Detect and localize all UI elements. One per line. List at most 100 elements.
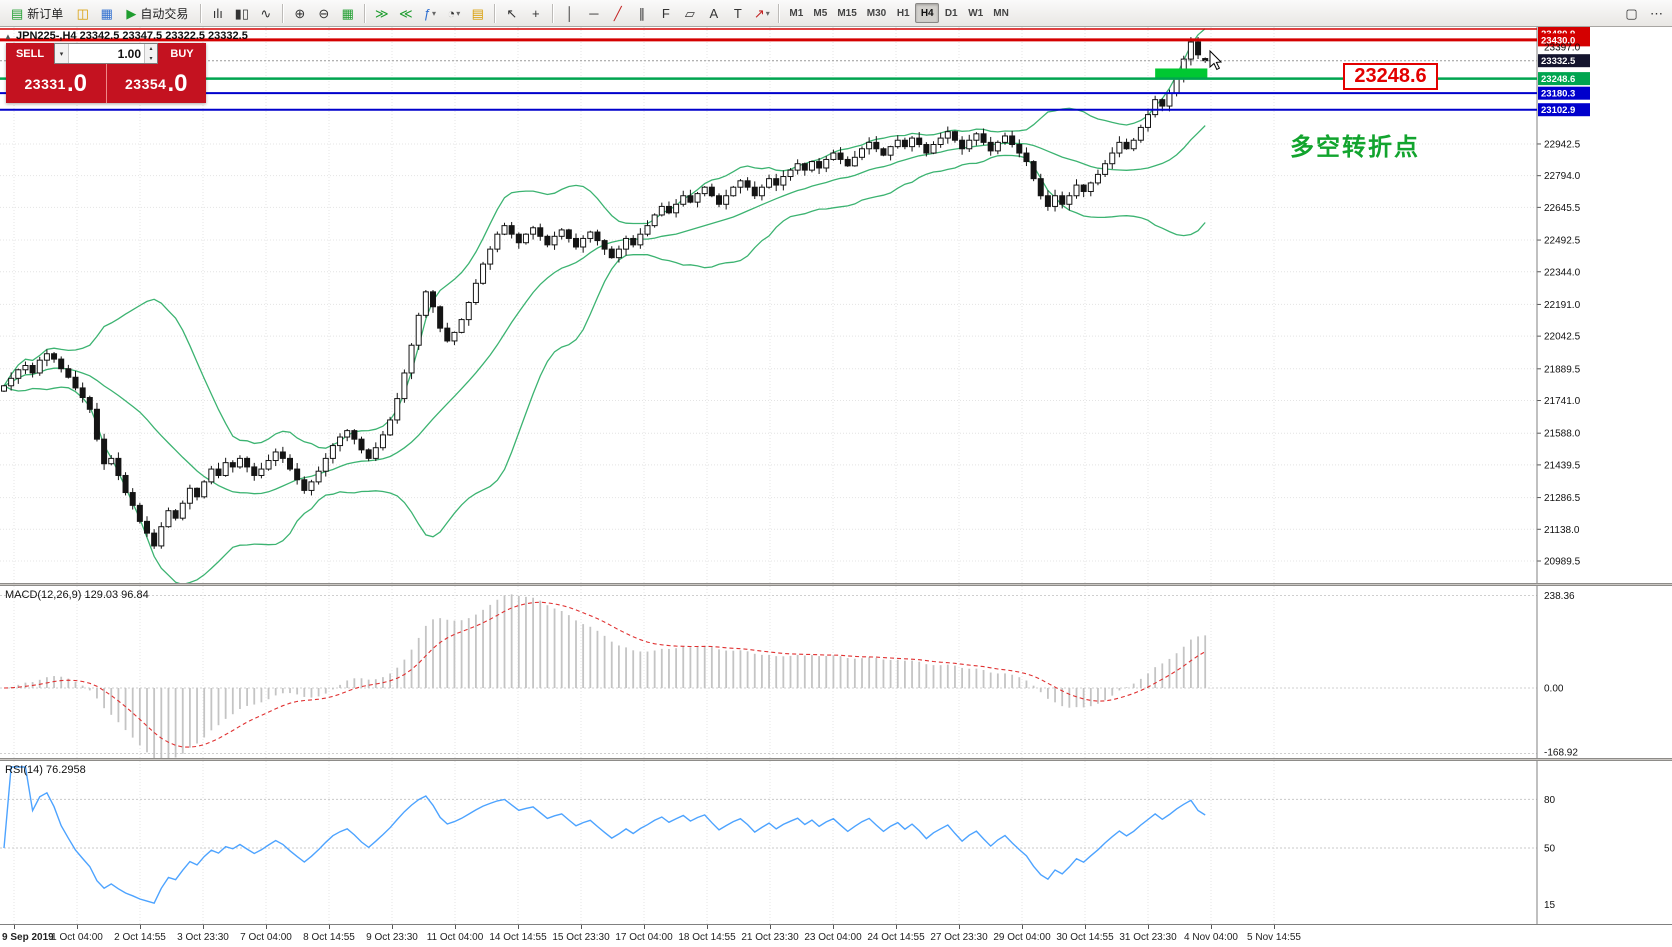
new-order-label: 新订单 bbox=[27, 6, 64, 21]
svg-text:23397.0: 23397.0 bbox=[1544, 42, 1581, 53]
timeframe-group: M1 M5 M15 M30 H1 H4 D1 W1 MN bbox=[784, 3, 1013, 24]
time-tick bbox=[77, 925, 78, 929]
chart-windows-icon: ◫ bbox=[76, 5, 89, 21]
vertical-line-tool-button[interactable]: │ bbox=[558, 2, 581, 24]
macd-pane[interactable]: 238.36 0.00 -168.92 bbox=[0, 586, 1672, 758]
rsi-indicator-label: RSI(14) 76.2958 bbox=[5, 764, 86, 776]
chart-window[interactable]: 22942.5 22794.0 22645.5 22492.5 22344.0 22191… bbox=[0, 27, 1672, 947]
pane-separator[interactable] bbox=[0, 583, 1672, 586]
chart-shift-button[interactable]: ≪ bbox=[394, 2, 417, 24]
svg-text:23332.5: 23332.5 bbox=[1541, 56, 1576, 67]
time-tick bbox=[1274, 925, 1275, 929]
crosshair-icon: + bbox=[532, 5, 540, 21]
trendline-tool-button[interactable]: ╱ bbox=[606, 2, 629, 24]
text-tool-button[interactable]: A bbox=[702, 2, 725, 24]
horizontal-line-tool-button[interactable]: ─ bbox=[582, 2, 605, 24]
zoom-in-button[interactable]: ⊕ bbox=[288, 2, 311, 24]
time-tick bbox=[518, 925, 519, 929]
crosshair-tool-button[interactable]: + bbox=[524, 2, 547, 24]
templates-button[interactable]: ▤ bbox=[466, 2, 489, 24]
time-tick bbox=[644, 925, 645, 929]
line-chart-button[interactable]: ∿ bbox=[254, 2, 277, 24]
time-tick bbox=[959, 925, 960, 929]
time-label: 3 Oct 23:30 bbox=[177, 932, 229, 943]
toolbar-separator bbox=[552, 3, 554, 23]
timeframe-button-d1[interactable]: D1 bbox=[939, 3, 963, 23]
svg-text:23430.0: 23430.0 bbox=[1541, 35, 1575, 46]
svg-text:21588.0: 21588.0 bbox=[1544, 429, 1581, 440]
timeframe-button-m5[interactable]: M5 bbox=[808, 3, 832, 23]
time-axis[interactable]: 9 Sep 2019 1 Oct 04:00 2 Oct 14:55 3 Oct 23… bbox=[0, 924, 1672, 947]
cursor-tool-button[interactable]: ↖ bbox=[500, 2, 523, 24]
rsi-pane[interactable]: 80 50 15 bbox=[0, 761, 1672, 924]
timeframe-button-m1[interactable]: M1 bbox=[784, 3, 808, 23]
arrow-icon: ↗ bbox=[753, 5, 765, 21]
toolbar-separator bbox=[282, 3, 284, 23]
timeframe-button-h4[interactable]: H4 bbox=[915, 3, 940, 24]
volume-stepper: ▴ ▾ bbox=[144, 44, 157, 63]
chart-windows-button[interactable]: ◫ bbox=[71, 2, 94, 24]
volume-input[interactable]: 1.00 bbox=[117, 46, 141, 61]
auto-scroll-icon: ≫ bbox=[375, 5, 389, 21]
time-label: 17 Oct 04:00 bbox=[615, 932, 673, 943]
time-tick bbox=[392, 925, 393, 929]
chart-shift-icon: ≪ bbox=[399, 5, 413, 21]
svg-text:0.00: 0.00 bbox=[1544, 684, 1564, 695]
svg-text:22645.5: 22645.5 bbox=[1544, 203, 1581, 214]
shapes-tool-button[interactable]: ▱ bbox=[678, 2, 701, 24]
channel-tool-button[interactable]: ∥ bbox=[630, 2, 653, 24]
chart-note-text[interactable]: 多空转折点 bbox=[1290, 134, 1420, 161]
time-label: 24 Oct 14:55 bbox=[867, 932, 925, 943]
indicators-button[interactable]: ƒ ▾ bbox=[418, 2, 441, 24]
shapes-icon: ▱ bbox=[684, 5, 695, 21]
quick-trade-collapse-icon[interactable]: ▲ bbox=[4, 32, 12, 41]
timeframe-button-h1[interactable]: H1 bbox=[891, 3, 915, 23]
sell-button[interactable]: SELL bbox=[6, 43, 54, 64]
chevron-down-icon: ▾ bbox=[765, 8, 770, 18]
timeframe-button-m30[interactable]: M30 bbox=[862, 3, 891, 23]
tile-windows-button[interactable]: ▦ bbox=[336, 2, 359, 24]
sell-price[interactable]: 23331 .0 bbox=[6, 64, 107, 103]
volume-up-icon[interactable]: ▴ bbox=[145, 44, 157, 54]
autotrading-button[interactable]: ▶ 自动交易 bbox=[119, 2, 195, 24]
timeframe-button-mn[interactable]: MN bbox=[988, 3, 1014, 23]
svg-text:22191.0: 22191.0 bbox=[1544, 300, 1581, 311]
svg-text:23248.6: 23248.6 bbox=[1541, 74, 1575, 85]
svg-text:22942.5: 22942.5 bbox=[1544, 139, 1581, 150]
windows-button[interactable]: ▢ bbox=[1620, 2, 1643, 24]
zoom-out-button[interactable]: ⊖ bbox=[312, 2, 335, 24]
candlestick-chart-button[interactable]: ▮▯ bbox=[230, 2, 253, 24]
macd-indicator-label: MACD(12,26,9) 129.03 96.84 bbox=[5, 589, 149, 601]
time-tick bbox=[581, 925, 582, 929]
volume-dropdown-icon[interactable]: ▾ bbox=[55, 44, 69, 63]
bar-chart-button[interactable]: ılı bbox=[206, 2, 229, 24]
timeframe-button-m15[interactable]: M15 bbox=[832, 3, 861, 23]
new-order-button[interactable]: ▤ 新订单 bbox=[4, 2, 70, 24]
highlight-rectangle bbox=[1155, 68, 1208, 80]
buy-price[interactable]: 23354 .0 bbox=[107, 64, 207, 103]
more-options-button[interactable]: ⋯ bbox=[1645, 2, 1668, 24]
toolbar-right-group: ▢ ⋯ bbox=[1620, 2, 1668, 24]
label-tool-button[interactable]: T bbox=[726, 2, 749, 24]
time-tick bbox=[14, 925, 15, 929]
time-tick bbox=[455, 925, 456, 929]
volume-down-icon[interactable]: ▾ bbox=[145, 53, 157, 63]
buy-button[interactable]: BUY bbox=[158, 43, 206, 64]
market-watch-button[interactable]: ▦ bbox=[95, 2, 118, 24]
svg-text:80: 80 bbox=[1544, 795, 1556, 806]
pane-separator[interactable] bbox=[0, 758, 1672, 761]
periods-button[interactable]: ◔ ▾ bbox=[442, 2, 465, 24]
time-label: 23 Oct 04:00 bbox=[804, 932, 862, 943]
time-label: 7 Oct 04:00 bbox=[240, 932, 292, 943]
buy-price-main: 23354 bbox=[125, 75, 167, 92]
main-chart-pane[interactable]: 22942.5 22794.0 22645.5 22492.5 22344.0 22191… bbox=[0, 27, 1672, 583]
timeframe-button-w1[interactable]: W1 bbox=[963, 3, 988, 23]
svg-text:21889.5: 21889.5 bbox=[1544, 364, 1581, 375]
price-level-callout[interactable]: 23248.6 bbox=[1343, 63, 1438, 90]
svg-text:23180.3: 23180.3 bbox=[1541, 89, 1575, 100]
fibonacci-tool-button[interactable]: F bbox=[654, 2, 677, 24]
arrows-tool-button[interactable]: ↗ ▾ bbox=[750, 2, 773, 24]
toolbar-separator bbox=[364, 3, 366, 23]
auto-scroll-button[interactable]: ≫ bbox=[370, 2, 393, 24]
label-icon: T bbox=[733, 5, 742, 21]
